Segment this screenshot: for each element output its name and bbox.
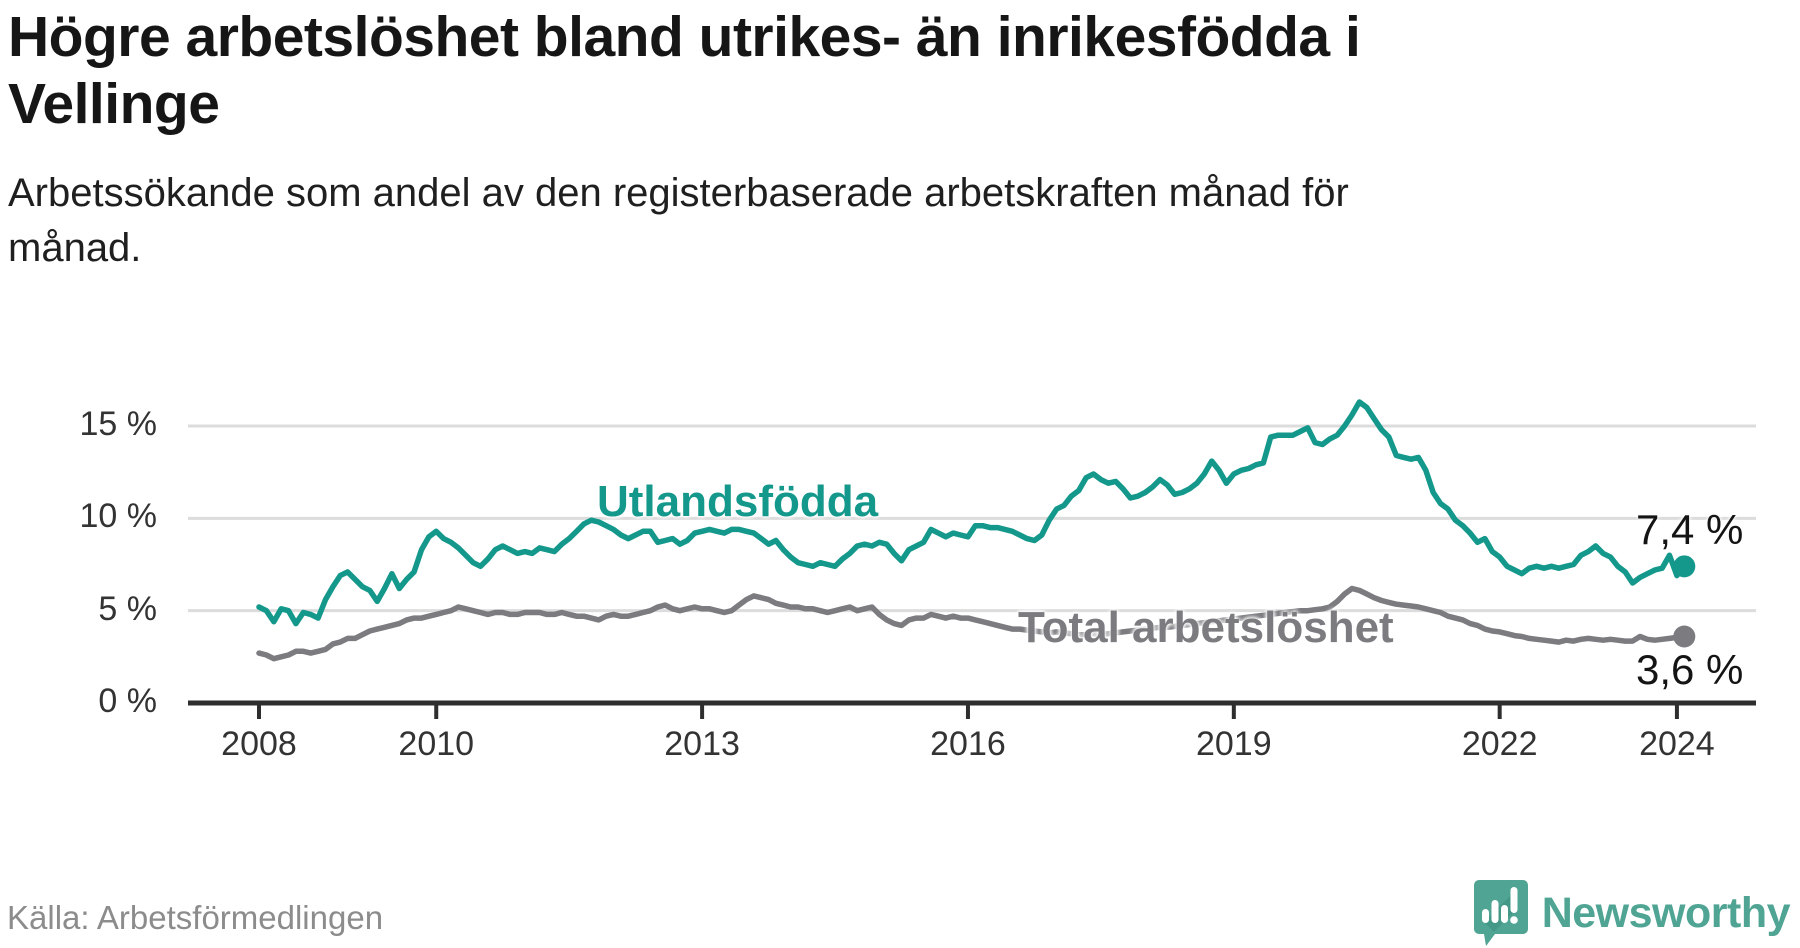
series-line-utlandsfodda bbox=[256, 399, 1688, 627]
exclamation-dot bbox=[1509, 916, 1518, 924]
newsworthy-logo-icon bbox=[1473, 880, 1528, 946]
x-axis-label: 2016 bbox=[930, 725, 1006, 763]
series-label-utlandsfodda: Utlandsfödda bbox=[597, 477, 879, 526]
brand-name: Newsworthy bbox=[1541, 888, 1791, 937]
x-axis-label: 2010 bbox=[398, 725, 475, 763]
logo-inner-shadow bbox=[1483, 890, 1516, 932]
x-axis-label: 2024 bbox=[1639, 725, 1715, 763]
x-axis-label: 2008 bbox=[221, 725, 297, 763]
end-value-label-total: 3,6 % bbox=[1636, 646, 1744, 693]
end-value-label-utlandsfodda: 7,4 % bbox=[1636, 506, 1744, 553]
series-end-dot-utlandsfodda bbox=[1673, 555, 1696, 578]
y-axis-label: 15 % bbox=[79, 404, 158, 443]
y-axis-label: 5 % bbox=[98, 589, 157, 628]
x-axis-label: 2019 bbox=[1195, 725, 1272, 763]
x-axis-label: 2013 bbox=[664, 725, 740, 763]
logo-bar-chart-glyph bbox=[1481, 887, 1518, 924]
series-label-total-arbetsloshet: Total arbetslöshet bbox=[1018, 603, 1394, 652]
y-axis-label: 0 % bbox=[98, 681, 157, 720]
page-title: Högre arbetslöshet bland utrikes- än inr… bbox=[8, 5, 1361, 137]
series-line-total-arbetsloshet bbox=[256, 585, 1688, 662]
series-end-dot-total-arbetsloshet bbox=[1673, 625, 1696, 648]
source-note: Källa: Arbetsförmedlingen bbox=[7, 899, 384, 936]
x-axis-label: 2022 bbox=[1461, 725, 1538, 763]
newsworthy-brand: Newsworthy bbox=[1472, 878, 1791, 948]
y-axis-label: 10 % bbox=[79, 497, 158, 536]
chart-subtitle: Arbetssökande som andel av den registerb… bbox=[8, 171, 1349, 271]
exclamation-bar bbox=[1510, 887, 1518, 913]
